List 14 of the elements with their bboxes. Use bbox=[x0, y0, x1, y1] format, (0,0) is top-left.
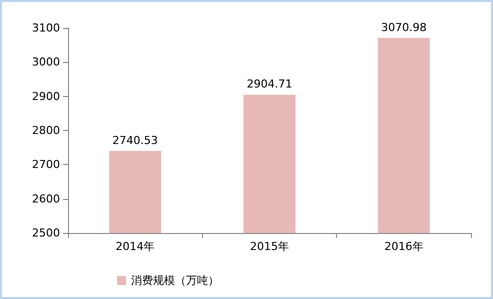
y-tick-label: 3000 bbox=[32, 56, 60, 69]
y-tick-label: 2800 bbox=[32, 124, 60, 137]
y-tick-label: 2500 bbox=[32, 226, 60, 240]
y-tick-label: 3100 bbox=[32, 22, 60, 34]
data-label: 3070.98 bbox=[381, 20, 427, 34]
y-tick-label: 2600 bbox=[32, 192, 60, 206]
y-tick-label: 2900 bbox=[32, 90, 60, 103]
x-tick-label: 2014年 bbox=[116, 240, 155, 253]
legend-label: 消费规模（万吨） bbox=[131, 274, 219, 287]
x-tick-label: 2015年 bbox=[250, 240, 289, 253]
data-label: 2904.71 bbox=[246, 78, 292, 91]
data-label: 2740.53 bbox=[112, 134, 158, 147]
y-tick-label: 2700 bbox=[32, 158, 60, 172]
x-tick-label: 2016年 bbox=[384, 240, 424, 253]
